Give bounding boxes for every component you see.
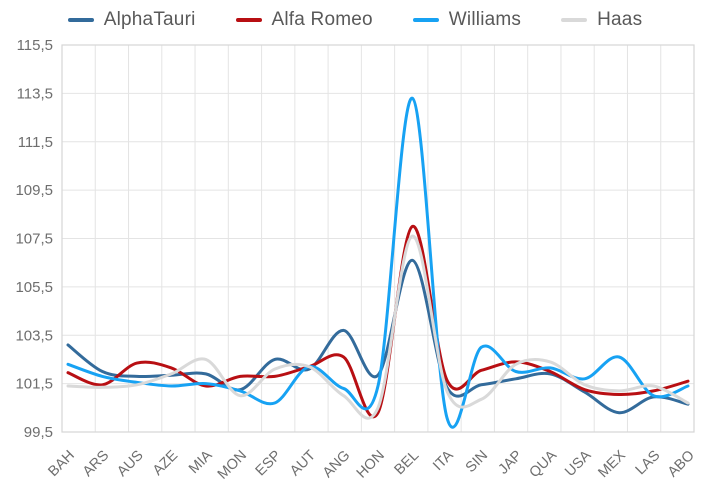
legend-swatch bbox=[235, 18, 262, 22]
x-tick-label: AUS bbox=[114, 448, 146, 480]
y-tick-label: 109,5 bbox=[15, 182, 53, 199]
legend-label: Haas bbox=[597, 9, 643, 30]
series-line-haas bbox=[66, 234, 690, 420]
x-tick-label: SIN bbox=[463, 448, 491, 476]
x-tick-label: AUT bbox=[287, 447, 319, 479]
x-tick-label: HON bbox=[354, 448, 388, 482]
x-tick-label: ANG bbox=[320, 448, 354, 482]
legend-label: Williams bbox=[448, 9, 522, 30]
y-tick-label: 111,5 bbox=[18, 134, 53, 151]
x-tick-label: ESP bbox=[253, 448, 285, 480]
chart-legend: AlphaTauri Alfa Romeo Williams Haas bbox=[0, 6, 710, 34]
legend-swatch bbox=[67, 18, 94, 22]
legend-label: Alfa Romeo bbox=[271, 9, 373, 30]
x-tick-label: ITA bbox=[430, 447, 457, 474]
legend-item-williams[interactable]: Williams bbox=[412, 9, 522, 31]
legend-swatch bbox=[412, 18, 439, 22]
legend-label: AlphaTauri bbox=[103, 9, 196, 30]
plot-border bbox=[61, 44, 695, 433]
x-tick-label: QUA bbox=[527, 447, 561, 481]
legend-item-alfa-romeo[interactable]: Alfa Romeo bbox=[235, 9, 373, 31]
x-tick-label: BEL bbox=[392, 448, 423, 479]
x-tick-label: MIA bbox=[186, 447, 216, 477]
x-tick-label: ABO bbox=[665, 448, 698, 481]
legend-swatch bbox=[561, 18, 588, 22]
x-tick-label: ARS bbox=[80, 448, 112, 480]
x-tick-label: JAP bbox=[495, 448, 525, 478]
y-tick-label: 99,5 bbox=[24, 424, 53, 441]
x-tick-label: BAH bbox=[45, 448, 77, 480]
x-tick-label: LAS bbox=[633, 448, 664, 479]
x-tick-label: USA bbox=[562, 447, 595, 480]
x-tick-label: AZE bbox=[150, 447, 181, 478]
y-tick-label: 113,5 bbox=[17, 85, 53, 102]
legend-item-haas[interactable]: Haas bbox=[561, 9, 642, 31]
y-tick-label: 101,5 bbox=[15, 376, 53, 393]
x-tick-label: MON bbox=[215, 448, 250, 483]
legend-item-alphatauri[interactable]: AlphaTauri bbox=[67, 9, 196, 31]
y-tick-label: 105,5 bbox=[15, 279, 53, 296]
x-tick-label: MEX bbox=[595, 447, 629, 481]
y-tick-label: 103,5 bbox=[15, 327, 53, 344]
y-tick-label: 115,5 bbox=[17, 37, 53, 54]
series-line-alphatauri bbox=[66, 258, 690, 415]
y-tick-label: 107,5 bbox=[15, 231, 53, 248]
